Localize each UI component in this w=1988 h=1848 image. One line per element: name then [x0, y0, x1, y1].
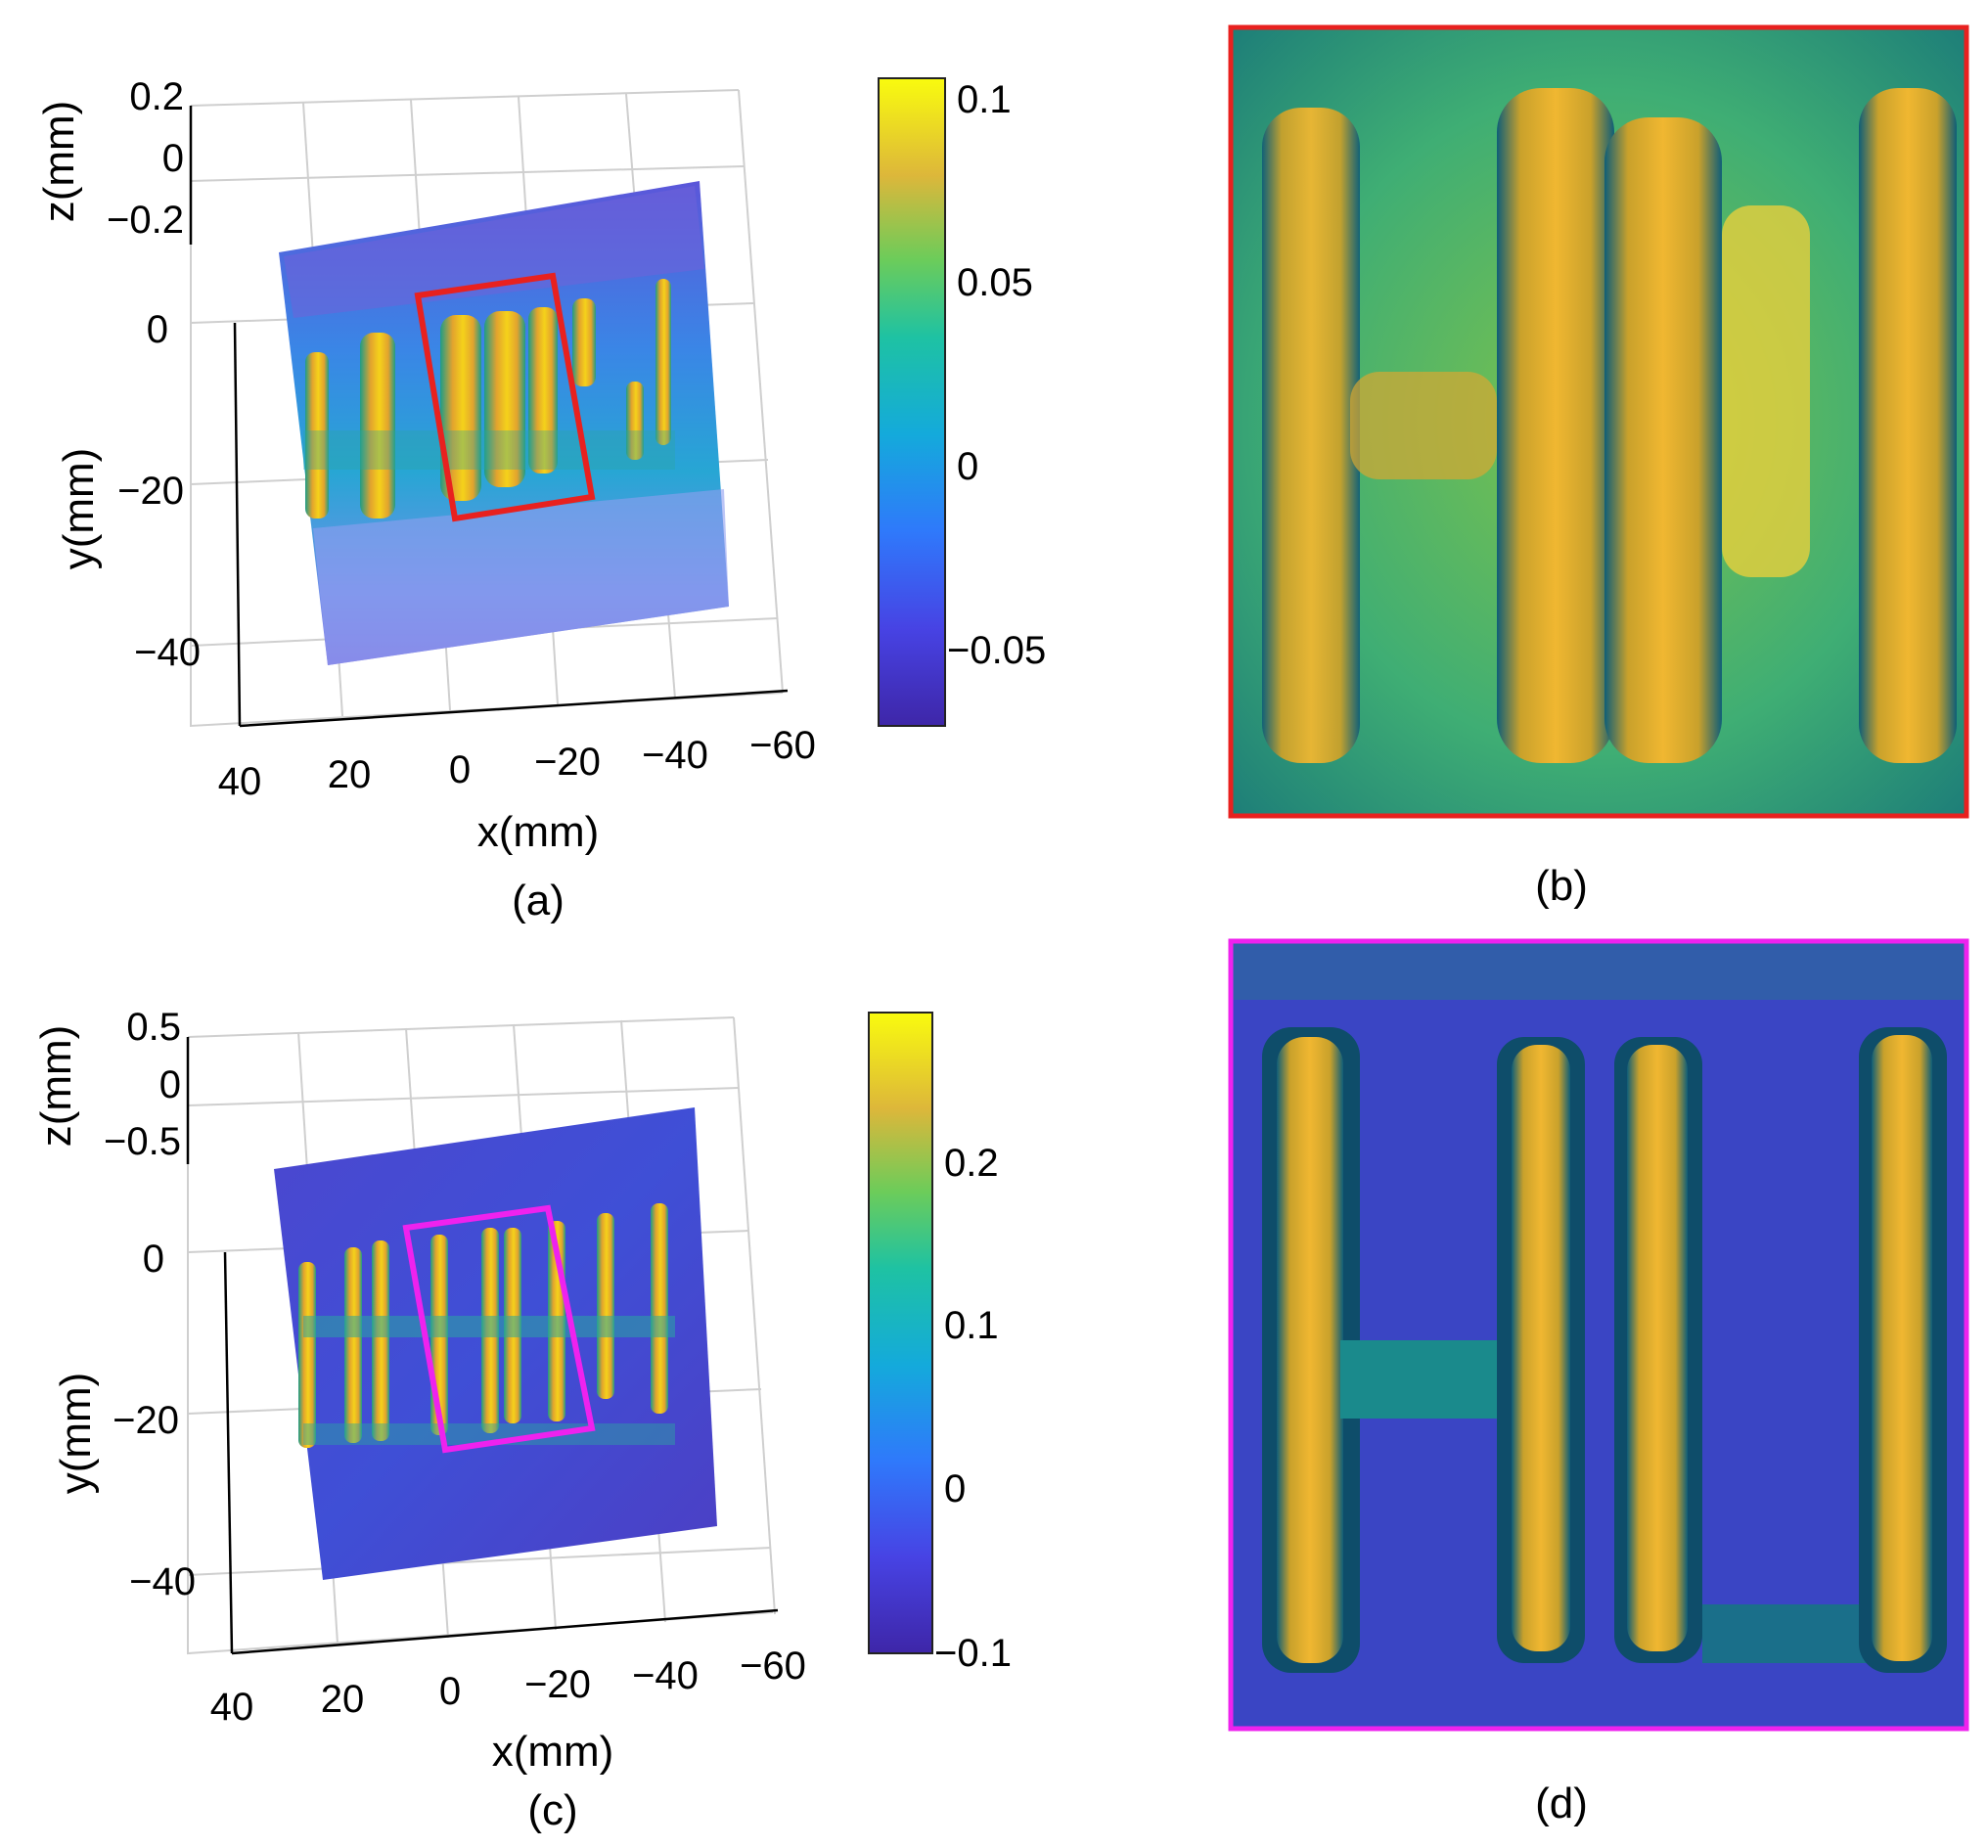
svg-text:−0.5: −0.5	[104, 1120, 181, 1163]
panel-a-caption: (a)	[512, 877, 565, 924]
svg-text:20: 20	[328, 753, 372, 796]
svg-text:−60: −60	[740, 1645, 806, 1688]
panel-b-border	[1228, 24, 1969, 819]
panel-a-x-ticks: 40 20 0 −20 −40 −60	[218, 724, 816, 803]
panel-a-roi	[414, 272, 596, 522]
svg-text:20: 20	[321, 1678, 365, 1721]
svg-text:0: 0	[944, 1467, 966, 1510]
panel-c-caption: (c)	[527, 1786, 577, 1834]
panel-d-caption: (d)	[1535, 1780, 1588, 1827]
svg-text:−20: −20	[524, 1663, 591, 1706]
svg-text:0.2: 0.2	[944, 1142, 999, 1185]
panel-a-ylabel: y(mm)	[55, 448, 103, 570]
panel-c-x-ticks: 40 20 0 −20 −40 −60	[210, 1645, 806, 1729]
svg-text:40: 40	[210, 1686, 254, 1729]
panel-b-letter-bars	[1262, 88, 1957, 763]
svg-text:−40: −40	[642, 734, 708, 777]
panel-d-border	[1228, 938, 1969, 1732]
panel-d-letter-bars	[1262, 1027, 1947, 1673]
svg-text:0: 0	[147, 308, 168, 351]
panel-b-caption: (b)	[1535, 862, 1588, 910]
panel-d: (d)	[1228, 938, 1969, 1827]
panel-c-roi	[402, 1204, 596, 1454]
svg-text:−20: −20	[117, 470, 184, 513]
panel-a-zlabel: z(mm)	[35, 101, 83, 223]
svg-text:−0.05: −0.05	[947, 629, 1046, 672]
svg-text:0: 0	[143, 1238, 164, 1281]
svg-text:0: 0	[957, 445, 978, 488]
svg-text:0.5: 0.5	[126, 1006, 181, 1049]
panel-c-y-ticks: 0 −20 −40	[113, 1238, 196, 1603]
svg-text:0: 0	[159, 1063, 181, 1106]
svg-text:0.05: 0.05	[957, 261, 1033, 304]
panel-c-ylabel: y(mm)	[52, 1373, 100, 1495]
panel-a: 0.2 0 −0.2 z(mm) 0 −20 −40 y(mm) 40 20 0…	[35, 75, 1046, 924]
panel-a-y-ticks: 0 −20 −40	[117, 308, 201, 674]
svg-text:−40: −40	[129, 1560, 196, 1603]
svg-text:−40: −40	[134, 631, 201, 674]
svg-text:0.1: 0.1	[957, 78, 1012, 121]
panel-c-z-ticks: 0.5 0 −0.5	[104, 1006, 181, 1163]
svg-text:0: 0	[162, 137, 184, 180]
svg-text:−0.1: −0.1	[934, 1632, 1012, 1675]
svg-text:−20: −20	[534, 741, 601, 784]
svg-text:0.2: 0.2	[129, 75, 184, 118]
svg-text:−0.2: −0.2	[107, 199, 184, 242]
panel-a-z-ticks: 0.2 0 −0.2	[107, 75, 184, 242]
panel-c: 0.5 0 −0.5 z(mm) 0 −20 −40 y(mm) 40 20 0…	[32, 1006, 1012, 1834]
svg-text:0.1: 0.1	[944, 1304, 999, 1347]
svg-text:40: 40	[218, 760, 262, 803]
svg-text:−40: −40	[632, 1654, 699, 1697]
svg-text:−60: −60	[749, 724, 816, 767]
svg-text:0: 0	[449, 748, 471, 791]
panel-c-colorbar: 0.2 0.1 0 −0.1	[868, 1012, 1012, 1675]
svg-text:−20: −20	[113, 1399, 179, 1442]
panel-a-colorbar: 0.1 0.05 0 −0.05	[878, 77, 1046, 727]
panel-c-xlabel: x(mm)	[492, 1728, 614, 1776]
panel-b: (b)	[1228, 24, 1969, 910]
panel-c-zlabel: z(mm)	[32, 1025, 80, 1148]
panel-a-xlabel: x(mm)	[477, 808, 600, 856]
panel-a-letter-bars	[303, 279, 675, 518]
svg-text:0: 0	[439, 1670, 461, 1713]
